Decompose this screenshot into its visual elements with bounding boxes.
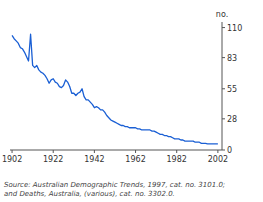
x-tick: [12, 150, 13, 153]
x-tick: [53, 150, 54, 153]
y-tick: [222, 57, 225, 58]
x-tick-label: 1982: [167, 155, 187, 164]
x-tick: [94, 150, 95, 153]
y-tick: [222, 150, 225, 151]
y-tick-label: 55: [227, 85, 237, 94]
source-note: Source: Australian Demographic Trends, 1…: [4, 181, 225, 198]
y-axis: [222, 22, 223, 150]
y-tick-label: 28: [227, 115, 237, 124]
x-tick: [135, 150, 136, 153]
x-tick-label: 1922: [43, 155, 63, 164]
x-tick: [176, 150, 177, 153]
x-axis: [10, 150, 222, 151]
y-tick: [222, 118, 225, 119]
x-tick-label: 2002: [208, 155, 228, 164]
x-tick: [217, 150, 218, 153]
plot-area: [12, 34, 218, 144]
x-tick-label: 1902: [2, 155, 22, 164]
y-tick: [222, 27, 225, 28]
y-tick-label: 0: [227, 146, 232, 155]
chart: 1902 1922 1942 1962 1982 20020 28 55 83 110 no. Sou…: [0, 0, 263, 202]
x-tick-label: 1962: [125, 155, 145, 164]
y-axis-label: no.: [216, 10, 228, 19]
y-tick: [222, 88, 225, 89]
y-tick-label: 83: [227, 54, 237, 63]
y-tick-label: 110: [227, 24, 242, 33]
x-tick-label: 1942: [84, 155, 104, 164]
data-line: [12, 34, 218, 144]
